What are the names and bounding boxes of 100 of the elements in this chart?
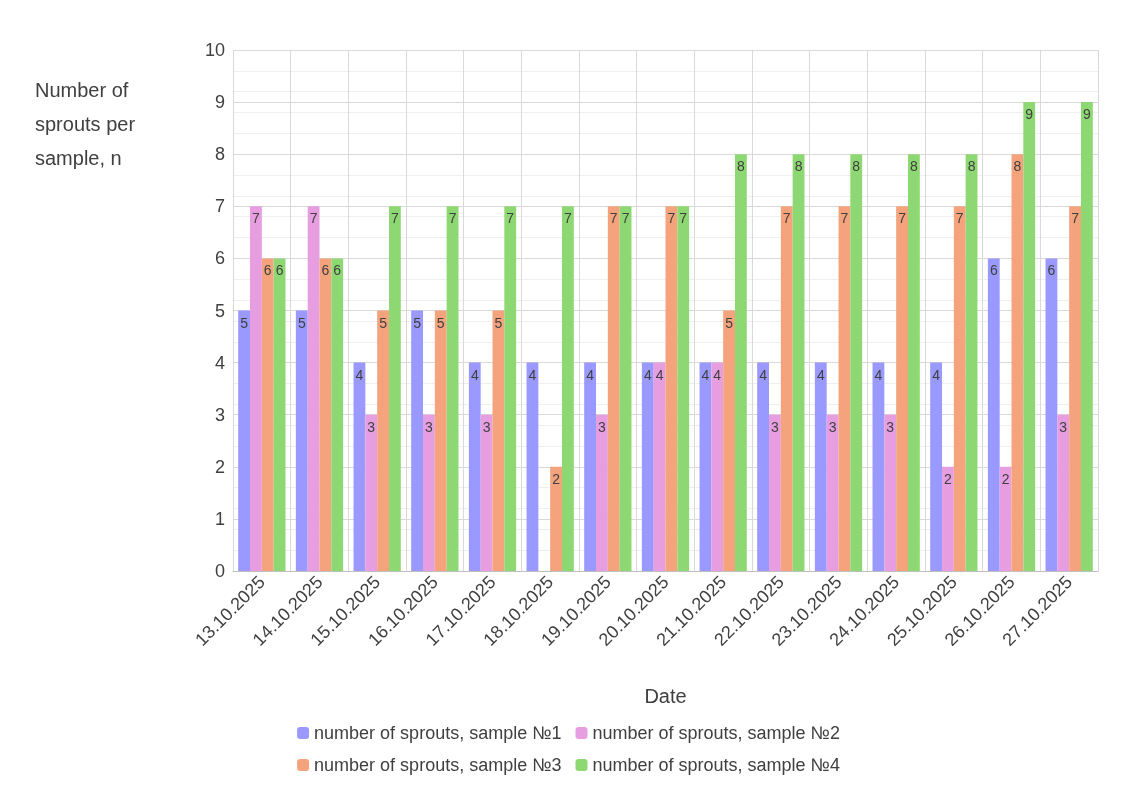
bar [1011,154,1024,571]
data-label: 7 [506,210,515,227]
data-label: 3 [367,418,376,435]
bar [261,258,274,571]
data-label: 7 [448,210,457,227]
data-label: 2 [1001,470,1010,487]
bar [526,362,539,571]
bar [930,362,943,571]
bar [987,258,1000,571]
data-label: 7 [309,210,318,227]
bar [607,206,620,571]
bar [434,310,447,571]
data-label: 4 [932,366,941,383]
bar [792,154,805,571]
data-label: 4 [643,366,652,383]
bar [295,310,308,571]
data-label: 2 [944,470,953,487]
data-label: 3 [425,418,434,435]
data-label: 5 [494,314,503,331]
bar [1057,414,1070,571]
y-tick-label: 5 [214,300,225,321]
data-label: 3 [886,418,895,435]
bar [550,466,562,571]
bar [999,466,1012,571]
bar [353,362,366,571]
data-label: 7 [609,210,618,227]
data-label: 5 [413,314,422,331]
bar [423,414,435,571]
bar [757,362,770,571]
bar [480,414,493,571]
bar [388,206,401,571]
data-label: 4 [470,366,479,383]
bar [677,206,690,571]
data-label: 3 [482,418,491,435]
bar [769,414,781,571]
bar [273,258,286,571]
data-label: 8 [910,158,918,175]
data-label: 4 [713,366,722,383]
bar [814,362,827,571]
bar [584,362,597,571]
bar [596,414,608,571]
data-label: 9 [1025,106,1034,123]
data-label: 4 [586,366,595,383]
legend-label: number of sprouts, sample №4 [592,755,840,775]
bar [838,206,851,571]
bar [699,362,712,571]
bar [953,206,966,571]
bar [377,310,389,571]
data-label: 4 [874,366,883,383]
bar [1080,102,1093,571]
data-label: 6 [263,262,272,279]
data-label: 8 [1013,158,1022,175]
y-tick-label: 3 [214,404,225,425]
data-label: 8 [852,158,861,175]
y-tick-label: 9 [214,92,225,113]
data-label: 8 [967,158,976,175]
data-label: 6 [1047,262,1056,279]
data-label: 7 [391,210,399,227]
bar [723,310,735,571]
data-label: 4 [528,366,537,383]
y-tick-label: 10 [204,40,225,60]
data-label: 4 [655,366,664,383]
data-label: 7 [252,210,261,227]
data-label: 7 [1071,210,1080,227]
bar [492,310,505,571]
bar [850,154,863,571]
y-tick-label: 1 [214,508,225,529]
data-label: 6 [321,262,330,279]
data-label: 7 [621,210,630,227]
data-label: 4 [759,366,768,383]
bar [734,154,747,571]
data-label: 6 [989,262,998,279]
data-label: 7 [955,210,964,227]
bar [826,414,839,571]
legend-label: number of sprouts, sample №3 [314,755,562,775]
bar [561,206,574,571]
data-label: 3 [598,418,607,435]
bar [1023,102,1036,571]
bar [711,362,724,571]
data-label: 8 [794,158,803,175]
y-tick-label: 4 [214,352,225,373]
data-label: 7 [898,210,907,227]
data-label: 5 [240,314,249,331]
data-label: 4 [701,366,710,383]
data-label: 9 [1083,106,1091,123]
bar [365,414,378,571]
data-label: 5 [379,314,388,331]
bar [1069,206,1081,571]
bar [653,362,666,571]
bar [504,206,517,571]
data-label: 3 [1059,418,1068,435]
bar [411,310,424,571]
legend-label: number of sprouts, sample №1 [314,723,562,743]
data-label: 7 [564,210,572,227]
bar [780,206,793,571]
y-tick-label: 0 [214,561,225,581]
data-label: 4 [355,366,364,383]
data-label: 8 [737,158,745,175]
y-tick-label: 7 [214,196,225,217]
y-tick-label: 6 [214,248,225,269]
